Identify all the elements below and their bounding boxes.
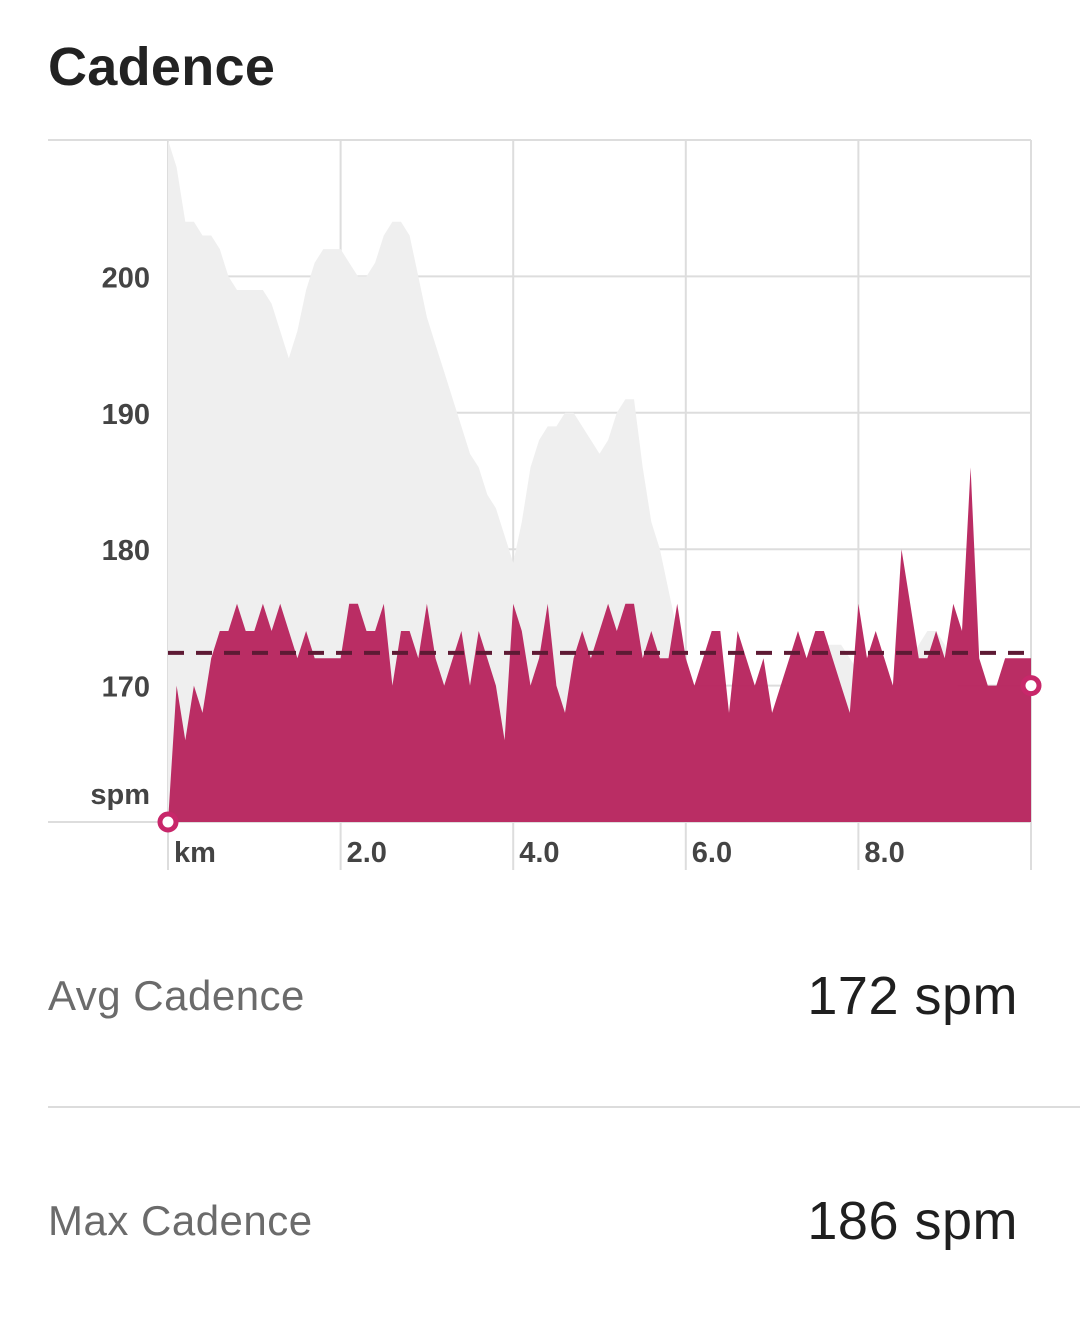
x-tick-label-4.0: 4.0 <box>519 837 559 869</box>
page-title: Cadence <box>48 37 276 97</box>
cadence-area <box>168 467 1031 822</box>
y-axis-ticks: 200 190 180 170 <box>102 262 150 703</box>
x-tick-label-8.0: 8.0 <box>864 837 904 869</box>
end-point-marker[interactable] <box>1020 675 1042 697</box>
y-tick-label-200: 200 <box>102 262 150 294</box>
max-cadence-row: Max Cadence 186 spm <box>48 1171 1018 1271</box>
y-axis-unit-label: spm <box>90 779 150 811</box>
avg-cadence-value: 172 spm <box>807 966 1018 1026</box>
start-point-marker[interactable] <box>157 811 179 833</box>
avg-cadence-row: Avg Cadence 172 spm <box>48 946 1018 1046</box>
x-tick-label-2.0: 2.0 <box>347 837 387 869</box>
stats-divider <box>48 1106 1080 1108</box>
max-cadence-value: 186 spm <box>807 1191 1018 1251</box>
x-axis-unit-label: km <box>174 837 216 869</box>
y-tick-label-190: 190 <box>102 399 150 431</box>
avg-cadence-label: Avg Cadence <box>48 972 305 1019</box>
x-axis-ticks: 2.0 4.0 6.0 8.0 <box>347 837 905 869</box>
y-tick-label-180: 180 <box>102 535 150 567</box>
y-tick-label-170: 170 <box>102 672 150 704</box>
max-cadence-label: Max Cadence <box>48 1197 313 1244</box>
x-tick-label-6.0: 6.0 <box>692 837 732 869</box>
cadence-chart: 200 190 180 170 2.0 4.0 6.0 8.0 spm km <box>48 139 1042 870</box>
